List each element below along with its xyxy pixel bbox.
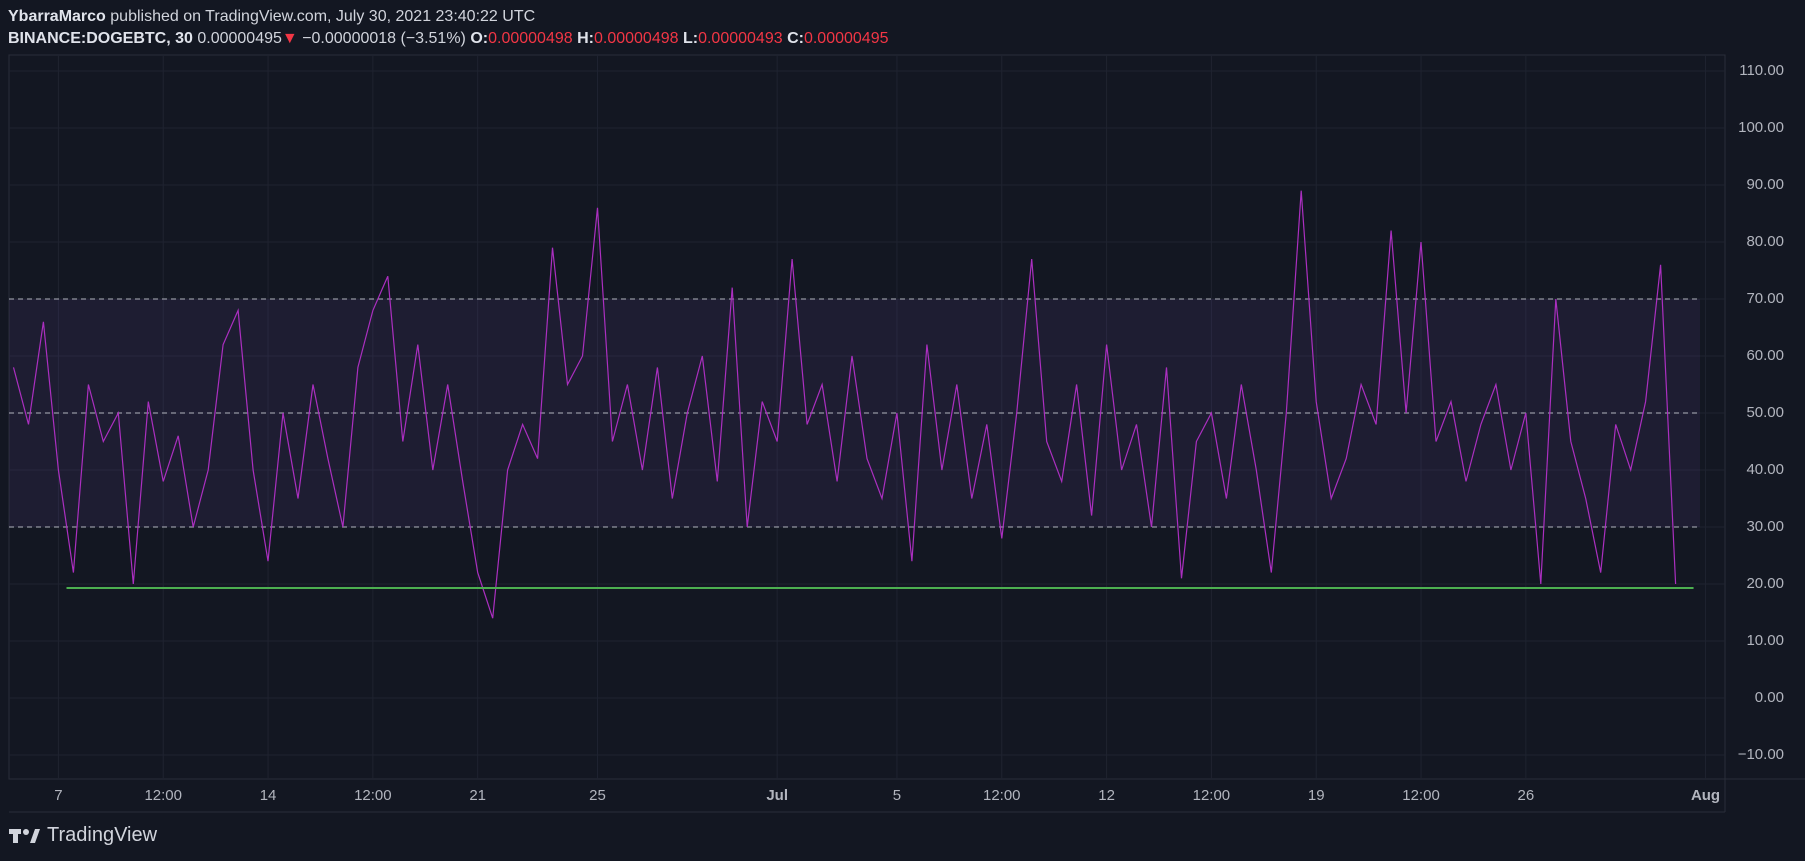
x-tick-label: 12:00 [144, 787, 182, 804]
x-tick-label: 12:00 [1193, 787, 1231, 804]
last: 0.00000495 [197, 30, 282, 47]
o: 0.00000498 [488, 30, 573, 47]
header: YbarraMarco published on TradingView.com… [8, 6, 888, 50]
brand: TradingView [47, 824, 158, 846]
y-tick-label: −10.00 [1738, 746, 1784, 763]
y-tick-label: 80.00 [1746, 233, 1784, 250]
y-tick-label: 90.00 [1746, 176, 1784, 193]
y-tick-label: 20.00 [1746, 575, 1784, 592]
x-tick-label: 25 [589, 787, 606, 804]
y-tick-label: 60.00 [1746, 347, 1784, 364]
l: 0.00000493 [698, 30, 783, 47]
x-tick-label: 19 [1308, 787, 1325, 804]
c-label: C: [787, 30, 804, 47]
c: 0.00000495 [803, 30, 889, 47]
x-tick-label: 26 [1518, 787, 1535, 804]
x-tick-label: 12:00 [1402, 787, 1440, 804]
l-label: L: [682, 30, 699, 47]
header-line: BINANCE:DOGEBTC, 30 0.00000495▼ −0.00000… [8, 28, 888, 50]
symbol: BINANCE:DOGEBTC, 30 [8, 30, 193, 47]
footer: TradingView [9, 824, 157, 847]
o-label: O: [470, 30, 489, 47]
published: published on TradingView.com, July 30, 2… [110, 8, 536, 25]
y-tick-label: 70.00 [1746, 290, 1784, 307]
y-tick-label: 110.00 [1739, 62, 1784, 79]
rsi-line [12, 190, 1677, 619]
x-tick-label: Aug [1691, 787, 1720, 804]
change: −0.00000018 (−3.51%) [302, 30, 466, 47]
x-tick-label: Jul [766, 787, 788, 804]
plot-area [8, 54, 1726, 780]
x-tick-label: 21 [469, 787, 486, 804]
author: YbarraMarco [8, 8, 106, 25]
x-tick-label: 5 [893, 787, 901, 804]
header-line: YbarraMarco published on TradingView.com… [8, 6, 888, 28]
logo-icon [9, 828, 40, 843]
x-tick-label: 12:00 [354, 787, 392, 804]
y-tick-label: 10.00 [1746, 632, 1784, 649]
x-tick-label: 12 [1098, 787, 1115, 804]
y-tick-label: 30.00 [1746, 518, 1784, 535]
h: 0.00000498 [593, 30, 679, 47]
x-tick-label: 14 [260, 787, 277, 804]
h-label: H: [577, 30, 594, 47]
y-tick-label: 40.00 [1746, 461, 1784, 478]
arrow: ▼ [281, 30, 298, 47]
y-tick-label: 0.00 [1755, 689, 1784, 706]
x-tick-label: 7 [54, 787, 62, 804]
y-tick-label: 100.00 [1738, 119, 1784, 136]
y-tick-label: 50.00 [1746, 404, 1784, 421]
x-tick-label: 12:00 [983, 787, 1021, 804]
